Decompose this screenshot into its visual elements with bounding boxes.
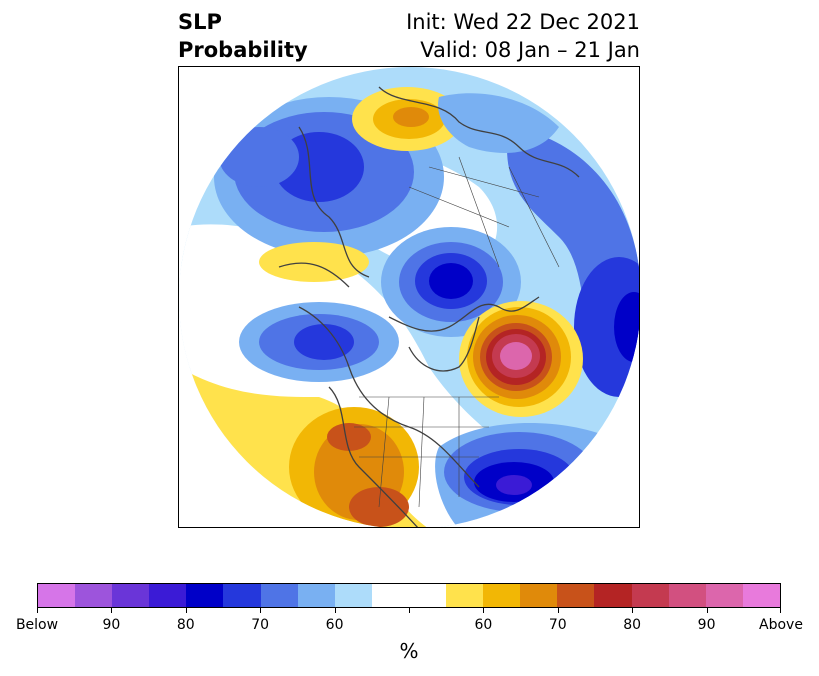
colorbar-segment: [297, 584, 335, 607]
above-region-europe-3: [393, 107, 429, 127]
colorbar-segment: [260, 584, 298, 607]
probability-map: [178, 66, 640, 528]
below-region-southeast-5: [496, 475, 532, 495]
colorbar-tick-label: 80: [623, 617, 642, 633]
below-region-asia-4: [219, 127, 299, 187]
colorbar-segment: [705, 584, 743, 607]
colorbar-segment: [631, 584, 669, 607]
valid-range: Valid: 08 Jan – 21 Jan: [420, 38, 640, 62]
colorbar-tick-label: 70: [548, 617, 567, 633]
colorbar-segment: [594, 584, 632, 607]
variable-label: SLP: [178, 10, 222, 34]
colorbar-tick-label: 90: [102, 617, 121, 633]
colorbar-segment: [520, 584, 558, 607]
colorbar-segment: [483, 584, 521, 607]
colorbar-segment: [742, 584, 780, 607]
colorbar-segment: [557, 584, 595, 607]
colorbar-segment: [75, 584, 113, 607]
colorbar-tick-label: 60: [474, 617, 493, 633]
below-region-northeast: [438, 93, 559, 153]
probability-field: [179, 67, 639, 527]
colorbar-tick: [780, 608, 781, 613]
init-date: Init: Wed 22 Dec 2021: [406, 10, 640, 34]
below-region-east-3: [614, 292, 639, 362]
colorbar-tick-label: 70: [251, 617, 270, 633]
colorbar-tick-label: 90: [697, 617, 716, 633]
colorbar-segment: [38, 584, 76, 607]
colorbar-tick-label: 80: [176, 617, 195, 633]
coastlines: [278, 86, 580, 527]
colorbar: [37, 583, 781, 608]
colorbar-segment: [186, 584, 224, 607]
colorbar-segment: [668, 584, 706, 607]
colorbar-ticks: [37, 608, 781, 616]
colorbar-tick: [706, 608, 708, 613]
colorbar-segment: [149, 584, 187, 607]
colorbar-tick-label: Above: [759, 617, 803, 633]
colorbar-tick-label: 60: [325, 617, 344, 633]
colorbar-segment: [112, 584, 150, 607]
below-region-pacific-3: [294, 324, 354, 360]
colorbar-unit: %: [399, 639, 419, 663]
above-region-na-4: [327, 423, 371, 451]
colorbar-tick: [185, 608, 187, 613]
product-label: Probability: [178, 38, 308, 62]
colorbar-segment: [408, 584, 447, 607]
colorbar-tick: [37, 608, 38, 613]
colorbar-tick: [409, 608, 410, 613]
above-region-west: [259, 242, 369, 282]
below-region-arctic-4: [429, 263, 473, 299]
colorbar-tick: [483, 608, 485, 613]
colorbar-segment: [446, 584, 484, 607]
above-region-atlantic-7: [500, 342, 532, 370]
plot-title: SLP Probability: [178, 8, 308, 64]
colorbar-tick-label: Below: [15, 617, 59, 633]
borders: [354, 156, 560, 508]
map-canvas: [179, 67, 639, 527]
date-info: Init: Wed 22 Dec 2021 Valid: 08 Jan – 21…: [406, 8, 640, 64]
colorbar-tick: [334, 608, 336, 613]
colorbar-tick: [260, 608, 262, 613]
colorbar-tick: [632, 608, 634, 613]
colorbar-tick: [557, 608, 559, 613]
colorbar-segment: [223, 584, 261, 607]
colorbar-tick: [111, 608, 113, 613]
colorbar-segment: [334, 584, 372, 607]
colorbar-segment: [371, 584, 409, 607]
